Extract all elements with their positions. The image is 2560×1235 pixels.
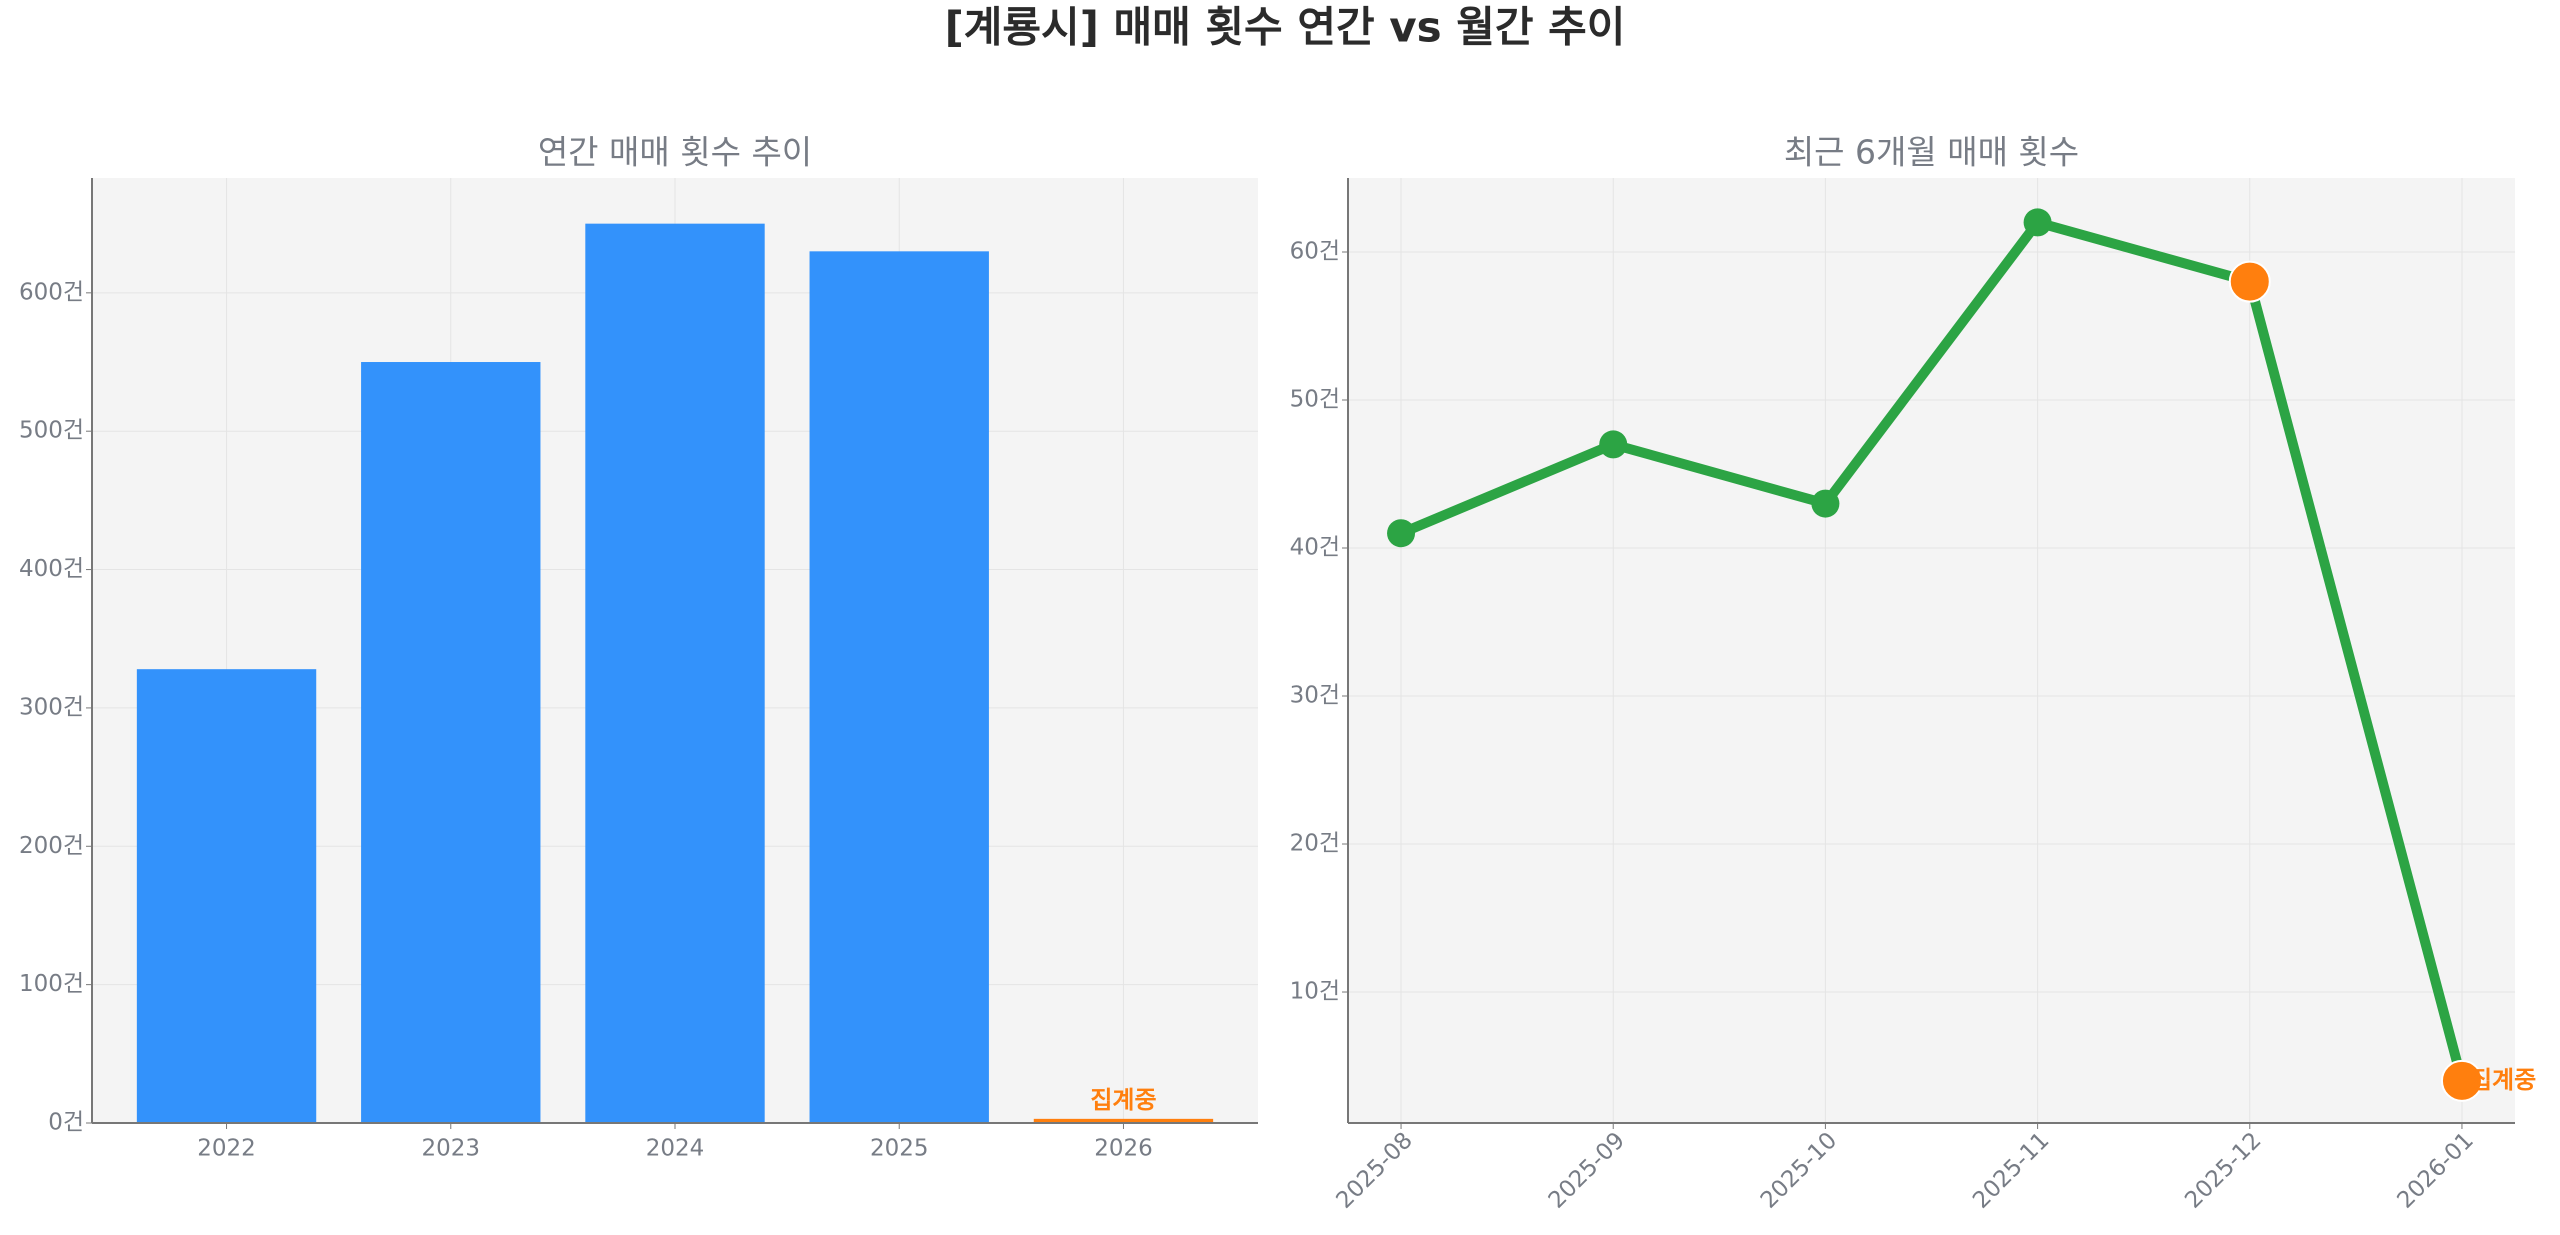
y-tick-label: 100건 — [19, 971, 84, 997]
point — [1599, 430, 1628, 459]
y-tick-label: 60건 — [1290, 239, 1340, 265]
point — [2228, 260, 2271, 303]
line — [1399, 217, 2467, 1083]
y-tick-label: 200건 — [19, 833, 84, 859]
x-tick-label: 2022 — [197, 1136, 256, 1162]
annotation: 집계중 — [2470, 1066, 2536, 1094]
x-tick-label: 2024 — [646, 1136, 705, 1162]
y-tick-label: 30건 — [1290, 683, 1340, 709]
bar — [809, 251, 989, 1124]
plot-area — [1348, 178, 2515, 1123]
x-tick-label: 2026 — [1094, 1136, 1153, 1162]
x-tick-label: 2023 — [421, 1136, 480, 1162]
y-tick-label: 600건 — [19, 279, 84, 305]
y-tick-label: 0건 — [48, 1110, 84, 1136]
point — [1387, 519, 1416, 548]
bar — [1033, 1118, 1214, 1123]
y-tick-label: 500건 — [19, 418, 84, 444]
chart-title: 연간 매매 횟수 추이 — [538, 133, 812, 172]
annotation: 집계중 — [1090, 1086, 1156, 1114]
y-tick-label: 300건 — [19, 694, 84, 720]
y-tick-label: 50건 — [1290, 387, 1340, 413]
bar — [136, 669, 317, 1123]
point — [1811, 489, 1840, 518]
y-tick-label: 400건 — [19, 556, 84, 582]
x-tick-label: 2025 — [870, 1136, 929, 1162]
y-tick-label: 10건 — [1290, 979, 1340, 1005]
point — [2440, 1059, 2483, 1102]
bar — [361, 362, 541, 1123]
bar — [585, 223, 765, 1123]
y-tick-label: 40건 — [1290, 535, 1340, 561]
chart-title: 최근 6개월 매매 횟수 — [1784, 133, 2079, 172]
y-tick-label: 20건 — [1290, 831, 1340, 857]
figure-title: [계룡시] 매매 횟수 연간 vs 월간 추이 — [945, 3, 1626, 52]
point — [2023, 208, 2052, 237]
